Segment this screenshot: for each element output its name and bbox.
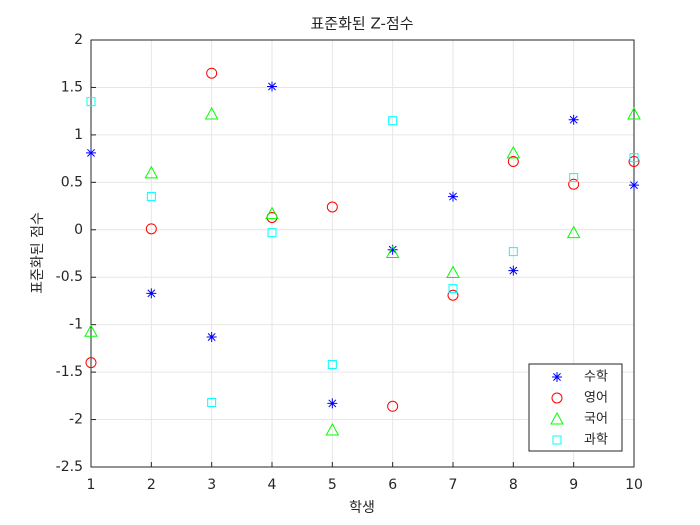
- point: [146, 192, 156, 202]
- point: [86, 147, 96, 158]
- legend-marker: [552, 372, 562, 382]
- point: [508, 247, 518, 257]
- chart-title: 표준화된 Z-점수: [311, 15, 414, 33]
- point: [144, 165, 159, 179]
- y-tick-label: 0.5: [61, 174, 83, 190]
- point: [206, 332, 217, 343]
- x-tick-label: 2: [147, 477, 156, 493]
- point: [448, 284, 458, 294]
- point: [267, 228, 277, 238]
- point: [385, 245, 400, 259]
- point: [628, 155, 640, 167]
- point: [568, 178, 580, 190]
- y-tick-label: 2: [74, 32, 83, 48]
- y-tick-label: 1.5: [61, 79, 83, 95]
- legend-label: 국어: [584, 412, 608, 427]
- legend-label: 수학: [584, 370, 608, 385]
- x-tick-label: 5: [328, 477, 337, 493]
- y-axis-label: 표준화된 점수: [30, 212, 46, 294]
- point: [327, 360, 337, 370]
- point: [446, 265, 460, 278]
- point: [265, 206, 279, 220]
- x-tick-label: 7: [449, 477, 458, 493]
- point: [207, 397, 217, 407]
- point: [629, 153, 639, 163]
- point: [447, 289, 459, 301]
- y-tick-label: -1.5: [56, 364, 83, 380]
- point: [566, 225, 581, 239]
- point: [86, 97, 96, 107]
- y-tick-label: 1: [74, 127, 83, 143]
- x-axis-label: 학생: [349, 500, 375, 516]
- point: [325, 422, 340, 436]
- point: [569, 173, 579, 183]
- point: [388, 116, 398, 126]
- point: [508, 265, 519, 276]
- x-tick-label: 4: [268, 477, 277, 493]
- point: [327, 398, 338, 409]
- legend-marker: [550, 411, 564, 425]
- x-tick-label: 10: [625, 477, 643, 493]
- point: [85, 357, 97, 369]
- legend-label: 영어: [584, 391, 608, 406]
- y-tick-label: -0.5: [56, 269, 83, 285]
- axes-box: [90, 39, 635, 468]
- point: [204, 106, 219, 120]
- x-tick-label: 8: [509, 477, 518, 493]
- point: [507, 155, 519, 167]
- point: [506, 145, 521, 159]
- point: [145, 223, 157, 235]
- point: [206, 67, 218, 79]
- point: [146, 288, 157, 299]
- y-tick-label: -2: [69, 412, 83, 428]
- x-tick-label: 3: [207, 477, 216, 493]
- legend-marker: [552, 435, 562, 445]
- point: [84, 324, 98, 337]
- point: [387, 244, 398, 255]
- point: [629, 180, 639, 191]
- point: [326, 201, 338, 213]
- x-tick-label: 6: [388, 477, 397, 493]
- x-tick-label: 1: [87, 477, 96, 493]
- point: [568, 114, 579, 125]
- point: [448, 191, 458, 202]
- point: [267, 81, 277, 92]
- y-tick-label: -2.5: [56, 459, 83, 475]
- y-tick-label: 0: [74, 222, 83, 238]
- x-tick-label: 9: [569, 477, 578, 493]
- legend-marker: [551, 392, 563, 404]
- y-tick-label: -1: [69, 317, 83, 333]
- point: [387, 400, 399, 412]
- legend-box: [528, 363, 623, 452]
- point: [627, 106, 641, 120]
- legend-label: 과학: [584, 433, 608, 448]
